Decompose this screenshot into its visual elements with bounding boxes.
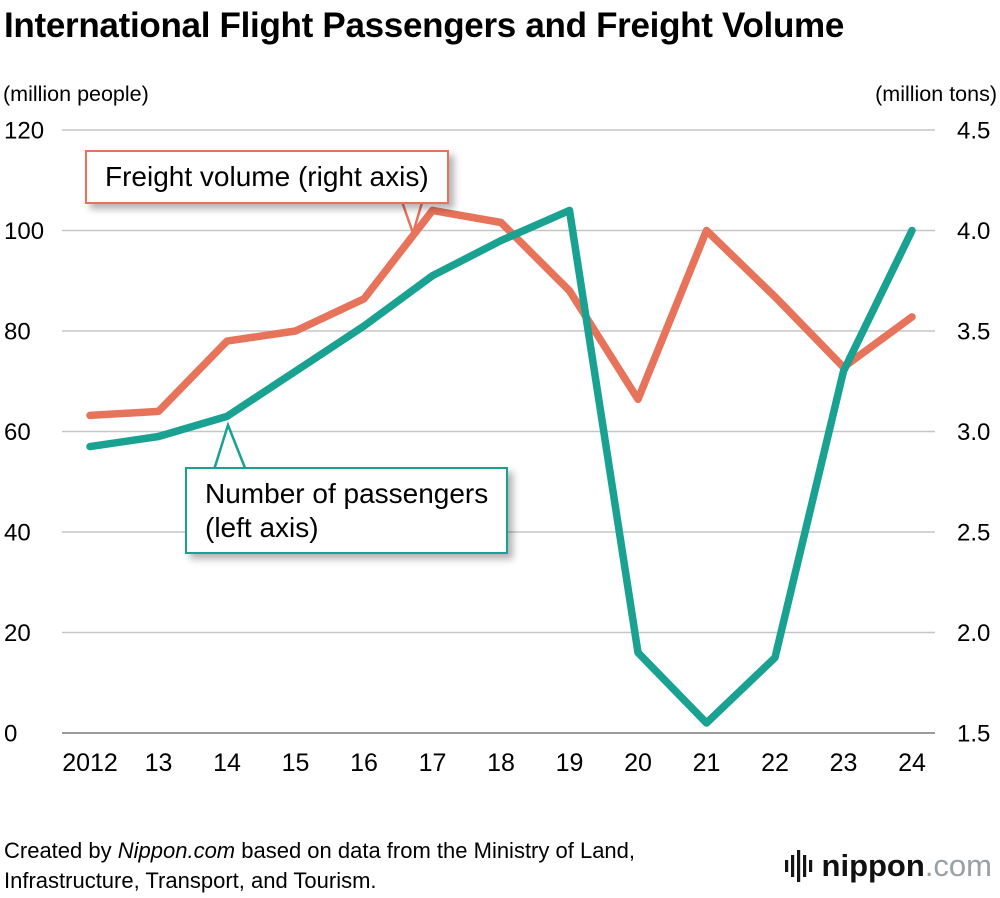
- x-axis-tick: 22: [761, 749, 789, 775]
- left-axis-tick: 20: [4, 620, 31, 647]
- x-axis-tick: 13: [145, 749, 173, 775]
- right-axis-unit-label: (million tons): [875, 82, 997, 106]
- x-axis-tick: 16: [350, 749, 378, 775]
- right-axis-tick: 1.5: [957, 721, 990, 748]
- left-axis-tick: 0: [4, 721, 17, 748]
- right-axis-tick: 2.0: [957, 620, 990, 647]
- source-credit: Created by Nippon.com based on data from…: [4, 836, 724, 897]
- freight-callout-label: Freight volume (right axis): [105, 161, 429, 192]
- passengers-callout-label-line1: Number of passengers: [205, 478, 489, 509]
- source-credit-site: Nippon.com: [117, 838, 236, 863]
- chart-svg: 0 1.5 20 2.0 40 2.5 60 3.0 80 3.5 100 4.0 120 4.5 2012…: [4, 118, 990, 776]
- right-axis-tick: 3.0: [957, 419, 990, 446]
- nippon-logo-name: nippon: [821, 848, 925, 883]
- source-credit-prefix: Created by: [4, 838, 118, 863]
- nippon-logo-text: nippon.com: [822, 848, 992, 884]
- left-axis-tick: 60: [4, 419, 31, 446]
- x-axis-tick: 2012: [62, 749, 118, 775]
- freight-callout: Freight volume (right axis): [85, 150, 449, 204]
- right-axis-tick: 4.0: [957, 218, 990, 245]
- left-axis-tick: 40: [4, 520, 31, 547]
- right-axis-tick: 3.5: [957, 319, 990, 346]
- x-axis-tick: 19: [556, 749, 584, 775]
- nippon-logo-tld: .com: [924, 848, 992, 883]
- passengers-callout-label-line2: (left axis): [205, 511, 319, 543]
- chart-title: International Flight Passengers and Frei…: [4, 6, 845, 45]
- x-axis-tick: 21: [693, 749, 721, 775]
- passengers-callout-tail: [211, 421, 249, 475]
- x-axis-tick: 18: [487, 749, 515, 775]
- nippon-logo: nippon.com: [784, 848, 992, 884]
- x-axis-tick: 15: [282, 749, 310, 775]
- x-axis-tick: 20: [624, 749, 652, 775]
- passengers-line: [86, 206, 916, 727]
- x-axis-tick: 17: [419, 749, 447, 775]
- left-axis-tick: 120: [4, 118, 44, 145]
- left-axis-tick: 80: [4, 319, 31, 346]
- x-axis-tick: 14: [213, 749, 241, 775]
- source-credit-suffix: based on data from the Ministry of Land,…: [4, 838, 636, 894]
- passengers-callout: Number of passengers (left axis): [185, 467, 509, 555]
- freight-line: [86, 206, 916, 420]
- x-axis-tick: 23: [830, 749, 858, 775]
- nippon-logo-bars-icon: [784, 850, 812, 882]
- right-axis-tick: 4.5: [957, 118, 990, 145]
- left-axis-unit-label: (million people): [3, 82, 149, 106]
- left-axis-tick: 100: [4, 218, 44, 245]
- x-axis-tick: 24: [898, 749, 926, 775]
- right-axis-tick: 2.5: [957, 520, 990, 547]
